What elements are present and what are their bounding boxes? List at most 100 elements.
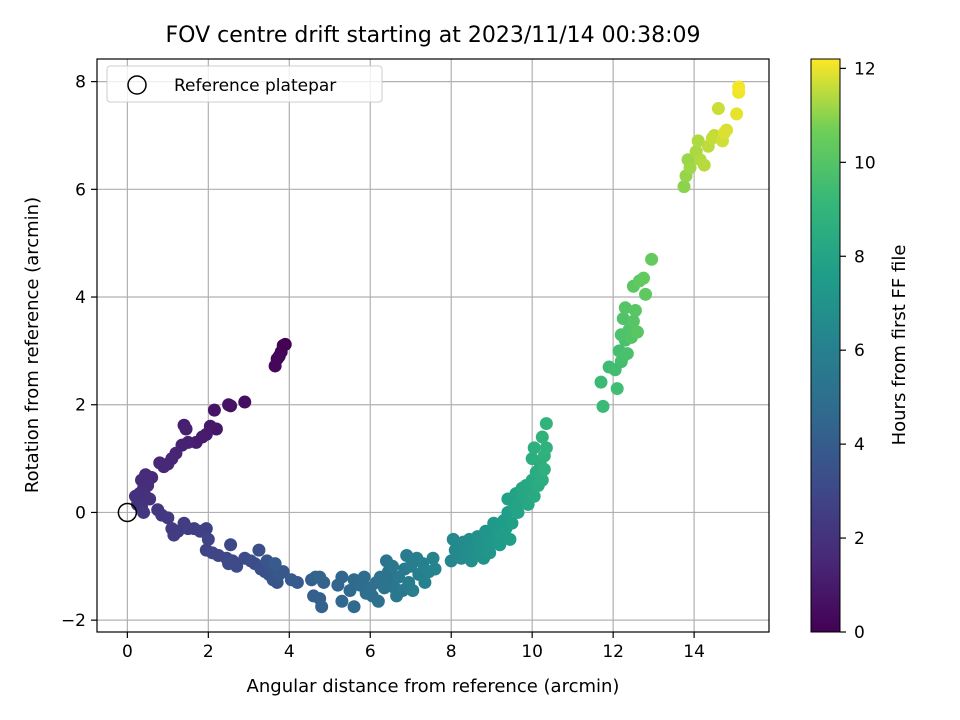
data-point xyxy=(717,126,731,140)
x-tick-label: 10 xyxy=(521,642,543,662)
data-point xyxy=(730,107,744,121)
colorbar-tick-label: 4 xyxy=(854,435,865,455)
data-point xyxy=(201,532,215,546)
data-point xyxy=(535,430,549,444)
data-point xyxy=(539,441,553,455)
data-point xyxy=(539,417,553,431)
data-point xyxy=(527,441,541,455)
legend-label: Reference platepar xyxy=(174,76,336,96)
colorbar-label: Hours from first FF file xyxy=(889,245,910,446)
data-point xyxy=(444,554,458,568)
data-point xyxy=(222,557,236,571)
data-point xyxy=(406,584,420,598)
data-point xyxy=(290,575,304,589)
data-point xyxy=(335,594,349,608)
data-point xyxy=(167,528,181,542)
data-point xyxy=(594,375,608,389)
data-point xyxy=(697,158,711,172)
data-point xyxy=(252,543,266,557)
x-axis-label: Angular distance from reference (arcmin) xyxy=(247,676,620,697)
data-point xyxy=(143,492,157,506)
data-point xyxy=(386,559,400,573)
colorbar xyxy=(810,58,841,633)
data-point xyxy=(224,538,238,552)
chart-title: FOV centre drift starting at 2023/11/14 … xyxy=(166,23,701,48)
data-point xyxy=(537,462,551,476)
data-point xyxy=(616,312,630,326)
data-point xyxy=(157,460,171,474)
data-point xyxy=(683,161,697,175)
data-point xyxy=(207,403,221,417)
y-tick-label: −2 xyxy=(61,611,86,631)
data-point xyxy=(630,325,644,339)
data-point xyxy=(161,511,175,525)
data-point xyxy=(639,287,653,301)
data-point xyxy=(618,301,632,315)
y-tick-label: 6 xyxy=(75,180,86,200)
data-point xyxy=(620,347,634,361)
data-point xyxy=(637,271,651,285)
scatter-points xyxy=(128,80,746,614)
colorbar-tick-label: 10 xyxy=(854,153,876,173)
data-point xyxy=(268,557,282,571)
y-tick-label: 4 xyxy=(75,288,86,308)
grid-lines xyxy=(97,59,769,632)
data-point xyxy=(705,131,719,145)
data-point xyxy=(511,505,525,519)
data-point xyxy=(343,584,357,598)
data-point xyxy=(610,382,624,396)
colorbar-tick-label: 6 xyxy=(854,341,865,361)
data-point xyxy=(400,549,414,563)
y-axis-label: Rotation from reference (arcmin) xyxy=(22,197,43,493)
data-point xyxy=(677,180,691,194)
y-tick-label: 0 xyxy=(75,503,86,523)
x-tick-label: 12 xyxy=(602,642,624,662)
data-point xyxy=(493,538,507,552)
data-point xyxy=(418,575,432,589)
data-point xyxy=(626,314,640,328)
data-point xyxy=(347,600,361,614)
x-tick-label: 6 xyxy=(365,642,376,662)
data-point xyxy=(628,303,642,317)
data-point xyxy=(428,562,442,576)
data-point xyxy=(335,570,349,584)
colorbar-tick-label: 2 xyxy=(854,529,865,549)
x-tick-label: 0 xyxy=(122,642,133,662)
y-axis-ticks: −2 0 2 4 6 8 xyxy=(61,73,97,631)
data-point xyxy=(691,134,705,148)
data-point xyxy=(483,546,497,560)
reference-platepar-marker xyxy=(117,502,138,523)
data-point xyxy=(527,489,541,503)
y-tick-label: 2 xyxy=(75,396,86,416)
y-tick-label: 8 xyxy=(75,73,86,93)
data-point xyxy=(313,570,327,584)
data-point xyxy=(357,570,371,584)
colorbar-tick-label: 0 xyxy=(854,623,865,643)
data-point xyxy=(222,398,236,412)
data-point xyxy=(426,551,440,565)
x-tick-label: 4 xyxy=(284,642,295,662)
data-point xyxy=(645,252,659,266)
data-point xyxy=(276,565,290,579)
data-point xyxy=(315,600,329,614)
legend-box xyxy=(106,65,383,103)
data-point xyxy=(238,395,252,409)
data-point xyxy=(596,399,610,413)
colorbar-tick-label: 12 xyxy=(854,59,876,79)
colorbar-tick-label: 8 xyxy=(854,247,865,267)
data-point xyxy=(711,102,725,116)
data-point xyxy=(268,359,282,373)
x-tick-label: 8 xyxy=(446,642,457,662)
x-axis-ticks: 0 2 4 6 8 10 12 14 xyxy=(122,632,705,662)
x-tick-label: 14 xyxy=(683,642,705,662)
legend: Reference platepar xyxy=(106,65,383,103)
x-tick-label: 2 xyxy=(203,642,214,662)
data-point xyxy=(179,422,193,436)
data-point xyxy=(535,473,549,487)
legend-marker-icon xyxy=(127,75,147,95)
data-point xyxy=(503,532,517,546)
data-point xyxy=(371,594,385,608)
data-point xyxy=(525,452,539,466)
data-point xyxy=(732,80,746,94)
